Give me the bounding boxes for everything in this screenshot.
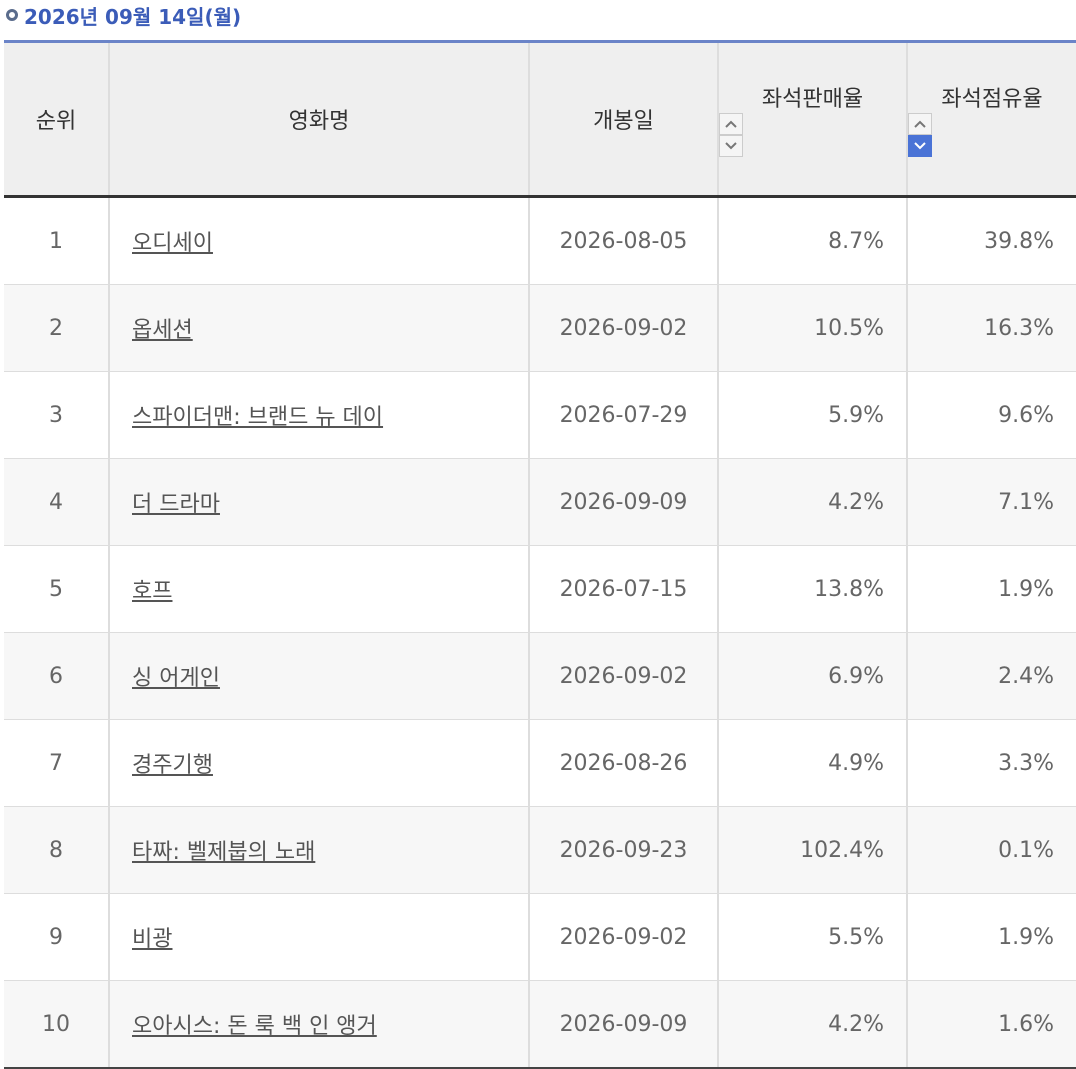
date-title: 2026년 09월 14일(월) xyxy=(24,4,242,29)
rank: 9 xyxy=(4,893,109,981)
movie-link[interactable]: 타짜: 벨제붑의 노래 xyxy=(132,840,316,865)
table-row: 2 옵세션 2026-09-02 10.5% 16.3% xyxy=(4,284,1076,372)
seat-sales-rate: 4.9% xyxy=(717,719,907,807)
sort-controls xyxy=(719,113,906,157)
release-date: 2026-09-02 xyxy=(528,632,718,720)
box-office-table: 순위 영화명 개봉일 좌석판매율 좌석점유율 1 오디세이 2026-08-05 8.7% 39… xyxy=(4,40,1076,1069)
movie-link[interactable]: 스파이더맨: 브랜드 뉴 데이 xyxy=(132,405,384,430)
rank: 2 xyxy=(4,284,109,372)
sort-ascending[interactable] xyxy=(908,113,932,135)
seat-sales-rate: 5.5% xyxy=(717,893,907,981)
column-header: 순위 xyxy=(4,41,109,198)
rank: 5 xyxy=(4,545,109,633)
table-row: 9 비광 2026-09-02 5.5% 1.9% xyxy=(4,893,1076,981)
seat-sales-rate: 4.2% xyxy=(717,458,907,546)
bullet-icon xyxy=(6,9,18,21)
sort-descending[interactable] xyxy=(908,135,932,157)
table-head: 순위 영화명 개봉일 좌석판매율 좌석점유율 xyxy=(4,41,1076,198)
header-row: 순위 영화명 개봉일 좌석판매율 좌석점유율 xyxy=(4,41,1076,198)
seat-occupancy-rate: 39.8% xyxy=(906,196,1076,285)
movie-cell: 오아시스: 돈 룩 백 인 앵거 xyxy=(108,980,529,1069)
sort-ascending[interactable] xyxy=(719,113,743,135)
release-date: 2026-07-15 xyxy=(528,545,718,633)
column-header: 좌석판매율 xyxy=(717,41,907,198)
seat-sales-rate: 5.9% xyxy=(717,371,907,459)
seat-occupancy-rate: 1.9% xyxy=(906,545,1076,633)
table-row: 1 오디세이 2026-08-05 8.7% 39.8% xyxy=(4,196,1076,285)
table-body: 1 오디세이 2026-08-05 8.7% 39.8% 2 옵세션 2026-09-02 10… xyxy=(4,196,1076,1069)
movie-cell: 호프 xyxy=(108,545,529,633)
seat-occupancy-rate: 9.6% xyxy=(906,371,1076,459)
table-row: 3 스파이더맨: 브랜드 뉴 데이 2026-07-29 5.9% 9.6% xyxy=(4,371,1076,459)
rank: 1 xyxy=(4,196,109,285)
release-date: 2026-09-23 xyxy=(528,806,718,894)
table-row: 4 더 드라마 2026-09-09 4.2% 7.1% xyxy=(4,458,1076,546)
movie-link[interactable]: 옵세션 xyxy=(132,318,193,343)
release-date: 2026-08-05 xyxy=(528,196,718,285)
table-row: 8 타짜: 벨제붑의 노래 2026-09-23 102.4% 0.1% xyxy=(4,806,1076,894)
seat-sales-rate: 4.2% xyxy=(717,980,907,1069)
seat-occupancy-rate: 1.9% xyxy=(906,893,1076,981)
release-date: 2026-09-09 xyxy=(528,458,718,546)
movie-link[interactable]: 경주기행 xyxy=(132,753,213,778)
movie-link[interactable]: 더 드라마 xyxy=(132,492,220,517)
movie-cell: 경주기행 xyxy=(108,719,529,807)
column-title: 좌석점유율 xyxy=(941,87,1043,112)
rank: 10 xyxy=(4,980,109,1069)
seat-occupancy-rate: 0.1% xyxy=(906,806,1076,894)
sort-controls xyxy=(908,113,1076,157)
movie-link[interactable]: 오디세이 xyxy=(132,231,213,256)
seat-sales-rate: 102.4% xyxy=(717,806,907,894)
rank: 4 xyxy=(4,458,109,546)
date-heading: 2026년 09월 14일(월) xyxy=(6,0,241,30)
movie-cell: 스파이더맨: 브랜드 뉴 데이 xyxy=(108,371,529,459)
seat-occupancy-rate: 1.6% xyxy=(906,980,1076,1069)
release-date: 2026-07-29 xyxy=(528,371,718,459)
column-header: 영화명 xyxy=(108,41,529,198)
rank: 7 xyxy=(4,719,109,807)
table-row: 5 호프 2026-07-15 13.8% 1.9% xyxy=(4,545,1076,633)
movie-link[interactable]: 오아시스: 돈 룩 백 인 앵거 xyxy=(132,1014,377,1039)
seat-occupancy-rate: 2.4% xyxy=(906,632,1076,720)
column-header: 개봉일 xyxy=(528,41,718,198)
seat-sales-rate: 10.5% xyxy=(717,284,907,372)
seat-occupancy-rate: 3.3% xyxy=(906,719,1076,807)
rank: 3 xyxy=(4,371,109,459)
column-header: 좌석점유율 xyxy=(906,41,1076,198)
movie-link[interactable]: 비광 xyxy=(132,927,173,952)
seat-occupancy-rate: 7.1% xyxy=(906,458,1076,546)
release-date: 2026-09-02 xyxy=(528,893,718,981)
table-row: 6 싱 어게인 2026-09-02 6.9% 2.4% xyxy=(4,632,1076,720)
column-title: 영화명 xyxy=(288,109,350,134)
sort-descending[interactable] xyxy=(719,135,743,157)
seat-sales-rate: 8.7% xyxy=(717,196,907,285)
movie-cell: 옵세션 xyxy=(108,284,529,372)
rank: 6 xyxy=(4,632,109,720)
movie-link[interactable]: 호프 xyxy=(132,579,173,604)
release-date: 2026-09-09 xyxy=(528,980,718,1069)
movie-cell: 비광 xyxy=(108,893,529,981)
release-date: 2026-09-02 xyxy=(528,284,718,372)
movie-cell: 타짜: 벨제붑의 노래 xyxy=(108,806,529,894)
movie-cell: 오디세이 xyxy=(108,196,529,285)
column-title: 좌석판매율 xyxy=(761,87,864,112)
table-row: 10 오아시스: 돈 룩 백 인 앵거 2026-09-09 4.2% 1.6% xyxy=(4,980,1076,1069)
movie-cell: 싱 어게인 xyxy=(108,632,529,720)
column-title: 순위 xyxy=(35,109,77,134)
column-title: 개봉일 xyxy=(593,109,654,134)
movie-link[interactable]: 싱 어게인 xyxy=(132,666,220,691)
table-row: 7 경주기행 2026-08-26 4.9% 3.3% xyxy=(4,719,1076,807)
movie-cell: 더 드라마 xyxy=(108,458,529,546)
seat-occupancy-rate: 16.3% xyxy=(906,284,1076,372)
rank: 8 xyxy=(4,806,109,894)
release-date: 2026-08-26 xyxy=(528,719,718,807)
seat-sales-rate: 13.8% xyxy=(717,545,907,633)
seat-sales-rate: 6.9% xyxy=(717,632,907,720)
